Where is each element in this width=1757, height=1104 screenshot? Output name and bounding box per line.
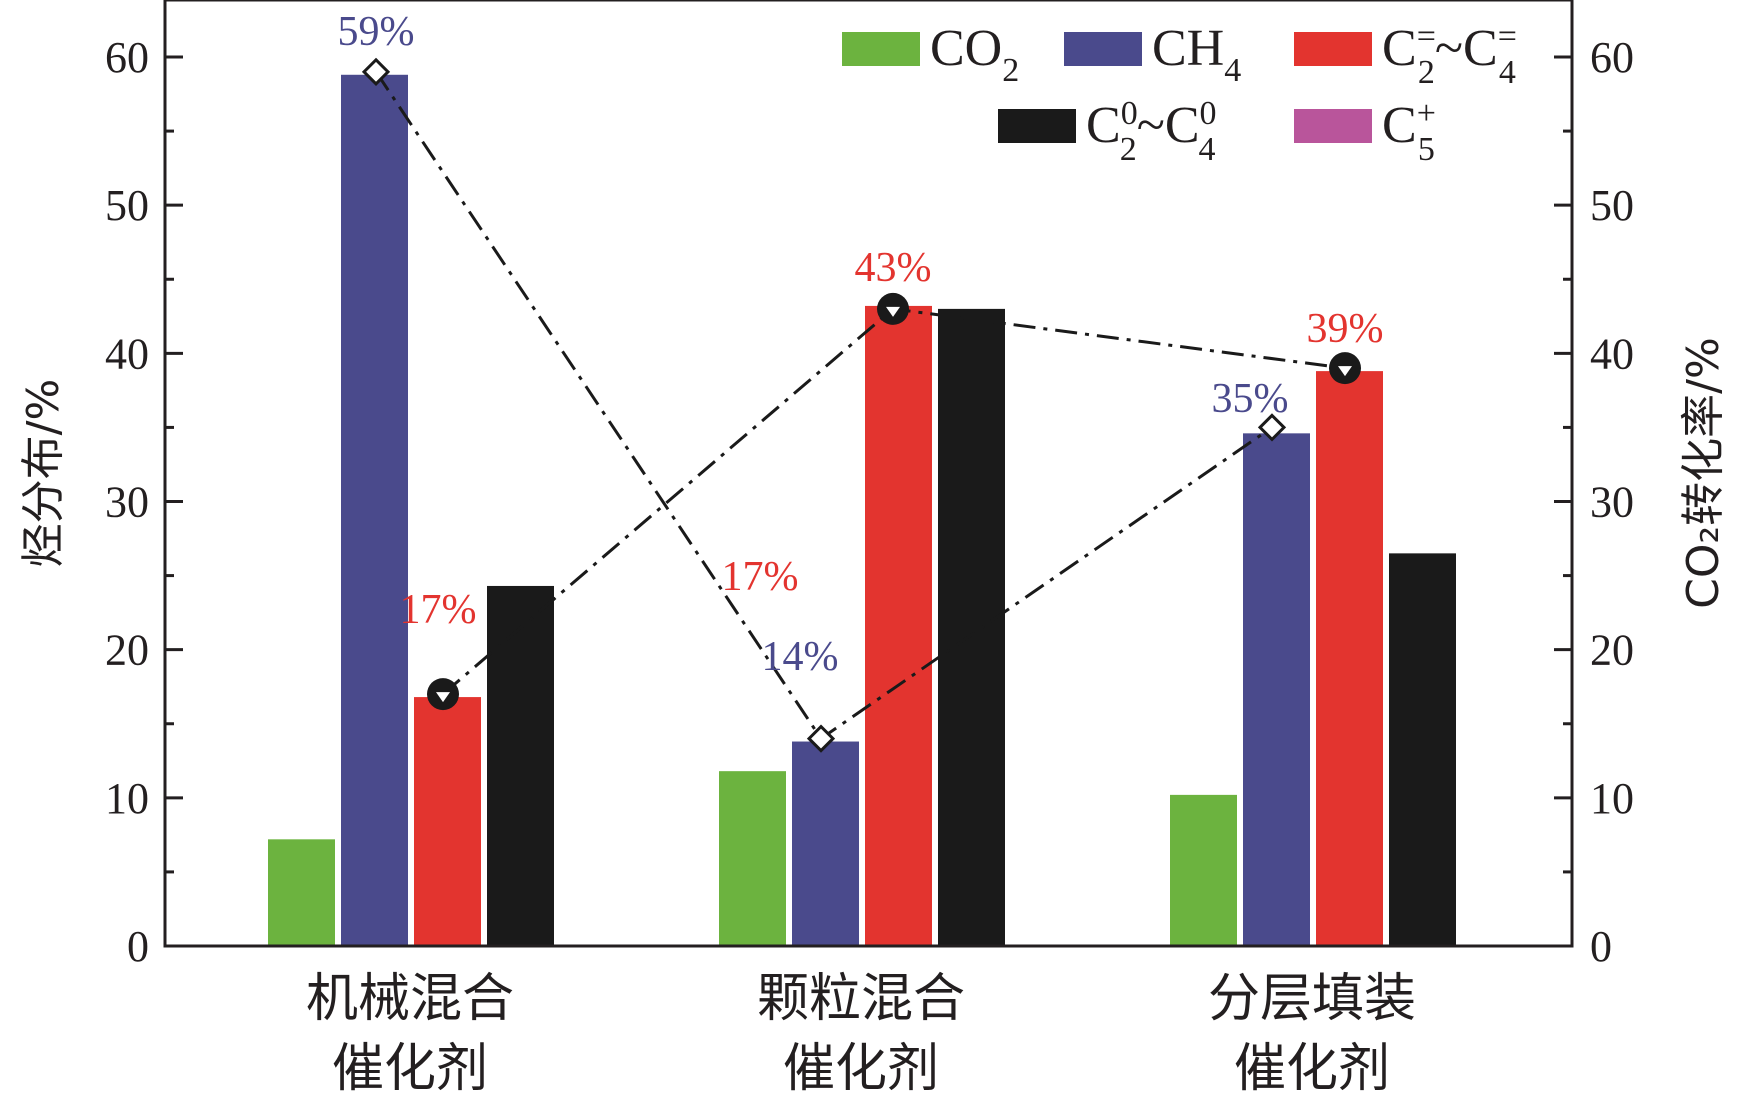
bar-C2=~C4=-2	[1316, 371, 1383, 946]
bar-CH4-0	[341, 74, 408, 946]
bar-C2=~C4=-0	[414, 697, 481, 946]
legend-text-part: =	[1498, 18, 1517, 55]
category-label: 颗粒混合	[757, 969, 965, 1029]
legend: CO2 CH4 C= 2~C= 4C0 2~C0 4 C+ 5	[842, 18, 1517, 168]
legend-text-part: 4	[1224, 52, 1241, 89]
bar-C20~C40-1	[938, 308, 1005, 947]
pct-label-0-1: 14%	[762, 634, 839, 680]
legend-text-part: C	[1463, 20, 1498, 77]
right-tick-label: 60	[1590, 33, 1634, 82]
left-tick-label: 10	[105, 774, 149, 823]
legend-text-part: 5	[1418, 131, 1435, 168]
legend-text-part: ~	[1435, 20, 1463, 77]
legend-text-part: ~	[1137, 97, 1165, 154]
pct-label-1-0: 17%	[400, 587, 477, 633]
pct-label-1-1: 43%	[855, 245, 932, 291]
left-tick-label: 0	[127, 922, 149, 971]
left-tick-label: 50	[105, 181, 149, 230]
category-label: 分层填装	[1208, 969, 1416, 1029]
value-labels: 59% 14% 35% 17% 43% 39% 17%	[338, 9, 1384, 680]
legend-swatch-C20~C40	[998, 109, 1076, 143]
legend-text-part: 2	[1002, 52, 1019, 89]
legend-swatch-C5+	[1294, 109, 1372, 143]
legend-text-part: 2	[1418, 54, 1435, 91]
right-tick-label: 30	[1590, 478, 1634, 527]
legend-text-part: 4	[1499, 54, 1516, 91]
right-tick-label: 20	[1590, 626, 1634, 675]
legend-text-part: CO	[930, 20, 1002, 77]
bars-group	[268, 74, 1456, 947]
right-axis-title: CO₂转化率/%	[1678, 337, 1729, 609]
bar-C2=~C4=-1	[865, 305, 932, 946]
axes-group: 01020304050600102030405060机械混合催化剂颗粒混合催化剂…	[18, 33, 1729, 1099]
legend-label-CH4: CH4	[1152, 20, 1241, 89]
legend-label-CO2: CO2	[930, 20, 1019, 89]
category-label: 机械混合	[306, 969, 514, 1029]
legend-text-part: C	[1382, 20, 1417, 77]
pct-label-0-2: 35%	[1212, 376, 1289, 422]
legend-text-part: C	[1382, 97, 1417, 154]
legend-swatch-C2=~C4=	[1294, 32, 1372, 66]
category-label: 催化剂	[332, 1039, 488, 1099]
circle-marker-notch-2	[1338, 366, 1352, 377]
circle-marker-notch-1	[886, 306, 900, 317]
legend-text-part: C	[1165, 97, 1200, 154]
diamond-marker-2	[1257, 413, 1287, 442]
bar-C20~C40-2	[1389, 553, 1456, 946]
pct-label-extra: 17%	[722, 554, 799, 600]
legend-label-C2=~C4=: C= 2~C= 4	[1382, 18, 1517, 91]
legend-text-part: 0	[1200, 95, 1217, 132]
right-tick-label: 40	[1590, 329, 1634, 378]
left-tick-label: 60	[105, 33, 149, 82]
pct-label-0-0: 59%	[338, 9, 415, 55]
left-axis-title: 烃分布/%	[18, 379, 69, 568]
diamond-marker-0	[361, 57, 391, 86]
category-label: 催化剂	[783, 1039, 939, 1099]
legend-text-part: 4	[1199, 131, 1216, 168]
legend-text-part: 0	[1121, 95, 1138, 132]
bar-C20~C40-0	[487, 585, 554, 946]
right-tick-label: 0	[1590, 922, 1612, 971]
legend-text-part: =	[1417, 18, 1436, 55]
circle-marker-notch-0	[436, 692, 450, 703]
legend-label-C20~C40: C0 2~C0 4	[1086, 95, 1217, 168]
bar-CO2-1	[719, 771, 786, 946]
legend-text-part: CH	[1152, 20, 1224, 77]
lines-group	[361, 57, 1361, 753]
diamond-marker-1	[806, 724, 836, 753]
right-tick-label: 50	[1590, 181, 1634, 230]
legend-label-C5+: C+ 5	[1382, 95, 1436, 168]
right-tick-label: 10	[1590, 774, 1634, 823]
left-tick-label: 40	[105, 329, 149, 378]
bar-CO2-0	[268, 839, 335, 946]
category-label: 催化剂	[1234, 1039, 1390, 1099]
pct-label-1-2: 39%	[1307, 306, 1384, 352]
left-tick-label: 20	[105, 626, 149, 675]
bar-CO2-2	[1170, 794, 1237, 946]
bar-CH4-2	[1243, 433, 1310, 946]
left-tick-label: 30	[105, 478, 149, 527]
legend-text-part: 2	[1120, 131, 1137, 168]
bar-CH4-1	[792, 741, 859, 946]
legend-text-part: C	[1086, 97, 1121, 154]
legend-swatch-CO2	[842, 32, 920, 66]
plot-frame	[163, 0, 1574, 948]
legend-swatch-CH4	[1064, 32, 1142, 66]
legend-text-part: +	[1417, 95, 1436, 132]
